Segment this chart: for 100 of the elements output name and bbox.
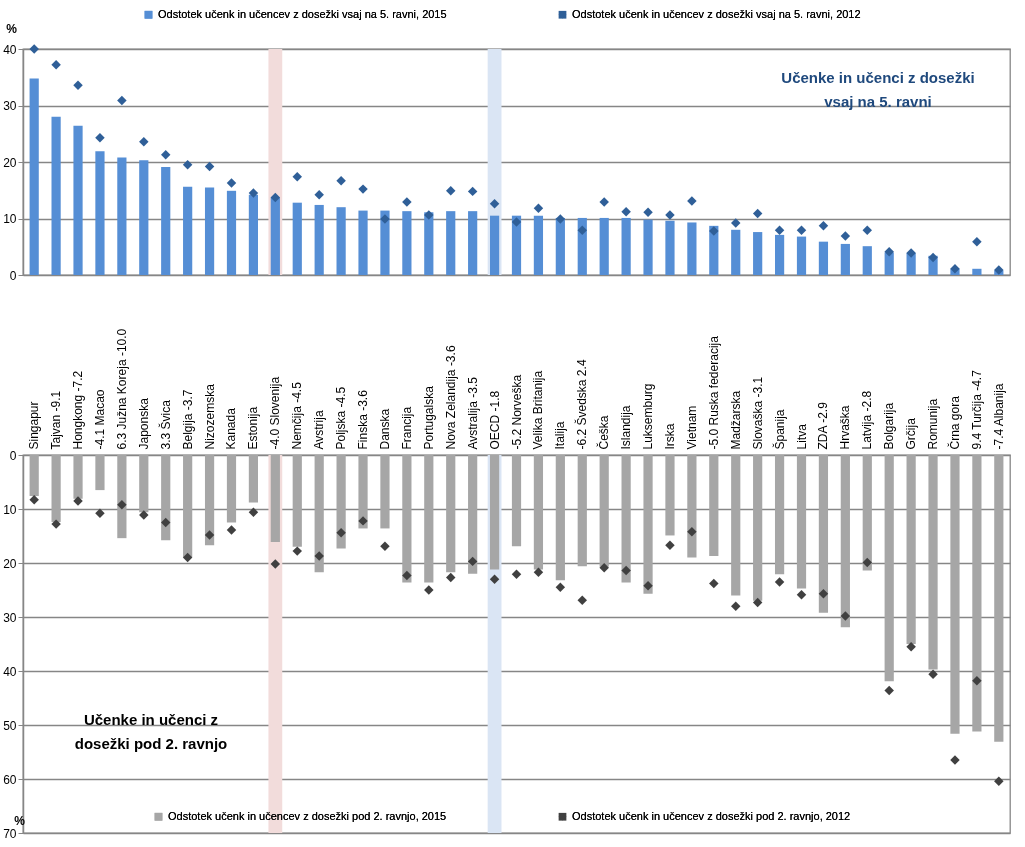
x-tick-label: Madžarska bbox=[728, 390, 743, 450]
point bbox=[862, 225, 873, 236]
bar bbox=[665, 220, 675, 275]
point bbox=[489, 199, 500, 209]
point bbox=[402, 570, 412, 581]
y-tick-label: 20 bbox=[3, 556, 17, 571]
bar bbox=[818, 241, 829, 275]
point bbox=[424, 210, 434, 220]
point bbox=[445, 186, 456, 196]
x-tick-label: Bolgarija bbox=[882, 402, 897, 450]
point bbox=[511, 217, 522, 227]
bar bbox=[840, 455, 850, 628]
x-tick-label: Vietnam bbox=[684, 405, 699, 450]
legend-label: Odstotek učenk in učencev z dosežki pod 2. ravnjo, 2012 bbox=[572, 809, 851, 822]
x-tick-label: Črna gora bbox=[946, 395, 962, 450]
bar bbox=[599, 455, 609, 567]
point bbox=[752, 208, 763, 219]
bar bbox=[51, 455, 61, 522]
x-tick-label: -4.1 Macao bbox=[92, 389, 107, 450]
bar bbox=[468, 211, 478, 275]
x-tick-label: Tajvan -9.1 bbox=[49, 390, 64, 450]
bar bbox=[204, 455, 215, 546]
point bbox=[840, 231, 851, 241]
point bbox=[774, 225, 785, 236]
bar bbox=[972, 455, 982, 732]
x-tick-label: Latvija -2.8 bbox=[860, 390, 875, 450]
bar bbox=[709, 225, 719, 275]
y-tick-label: 20 bbox=[3, 155, 17, 170]
bar bbox=[336, 207, 346, 275]
x-tick-label: Hrvaška bbox=[838, 405, 853, 450]
y-tick-label: 0 bbox=[9, 268, 17, 283]
point bbox=[160, 149, 171, 160]
bar bbox=[709, 455, 719, 556]
bar bbox=[555, 455, 565, 581]
point bbox=[467, 186, 478, 197]
bar bbox=[248, 194, 259, 275]
point bbox=[292, 546, 303, 556]
x-tick-label: 6.3 Južna Koreja -10.0 bbox=[114, 328, 129, 450]
point bbox=[511, 569, 522, 580]
point bbox=[204, 161, 215, 172]
x-tick-label: Nemčija -4.5 bbox=[290, 381, 305, 450]
bar bbox=[994, 455, 1004, 742]
point bbox=[599, 563, 609, 573]
point bbox=[467, 556, 478, 567]
bar bbox=[73, 455, 83, 499]
bar bbox=[226, 190, 237, 275]
bar bbox=[292, 455, 302, 547]
x-tick-label: Češka bbox=[596, 415, 612, 450]
bar bbox=[643, 219, 653, 275]
point bbox=[204, 530, 215, 540]
bar bbox=[402, 211, 412, 275]
legend-label: Odstotek učenk in učencev z dosežki pod 2. ravnjo, 2015 bbox=[168, 809, 447, 822]
x-tick-label: Nova Zelandija -3.6 bbox=[443, 345, 458, 450]
x-tick-label: Portugalska bbox=[421, 385, 436, 450]
bar bbox=[643, 455, 653, 594]
point bbox=[292, 171, 303, 182]
x-tick-label: Islandija bbox=[619, 405, 634, 450]
point bbox=[840, 611, 851, 621]
bar bbox=[884, 252, 894, 275]
point bbox=[599, 197, 609, 207]
x-tick-label: Irska bbox=[662, 423, 677, 450]
bar bbox=[446, 455, 456, 573]
bar bbox=[774, 455, 785, 575]
bar bbox=[753, 455, 763, 601]
x-tick-label: Singapur bbox=[27, 401, 42, 450]
bar bbox=[73, 125, 83, 275]
point bbox=[994, 776, 1004, 786]
y-axis-title: % bbox=[6, 21, 18, 36]
bar bbox=[511, 215, 522, 275]
bar bbox=[380, 455, 390, 529]
bar bbox=[621, 455, 631, 583]
bar bbox=[204, 187, 215, 275]
point bbox=[862, 557, 873, 568]
point bbox=[336, 175, 346, 186]
bar bbox=[796, 236, 807, 275]
point bbox=[709, 226, 719, 236]
bar bbox=[161, 455, 171, 541]
x-tick-label: 9.4 Turčija -4.7 bbox=[969, 369, 984, 450]
bar bbox=[446, 211, 456, 275]
point bbox=[226, 525, 237, 535]
bar bbox=[29, 455, 39, 497]
point bbox=[555, 214, 566, 224]
bar bbox=[928, 455, 938, 670]
bar bbox=[117, 455, 127, 539]
x-tick-label: Francija bbox=[399, 406, 414, 450]
x-tick-label: Nizozemska bbox=[202, 383, 217, 450]
bar bbox=[533, 215, 544, 275]
bar bbox=[248, 455, 259, 503]
x-tick-label: Grčija bbox=[904, 417, 919, 450]
bar bbox=[139, 455, 149, 513]
x-tick-label: Belgija -3.7 bbox=[180, 389, 195, 450]
bar bbox=[577, 455, 587, 567]
point bbox=[117, 95, 127, 106]
y-tick-label: 50 bbox=[3, 718, 17, 733]
y-axis-title: % bbox=[14, 813, 26, 828]
bar bbox=[731, 455, 741, 596]
bar bbox=[972, 268, 982, 275]
bar bbox=[183, 455, 193, 558]
x-tick-label: -5.0 Ruska federacija bbox=[706, 335, 721, 450]
x-tick-label: Estonija bbox=[246, 406, 261, 450]
